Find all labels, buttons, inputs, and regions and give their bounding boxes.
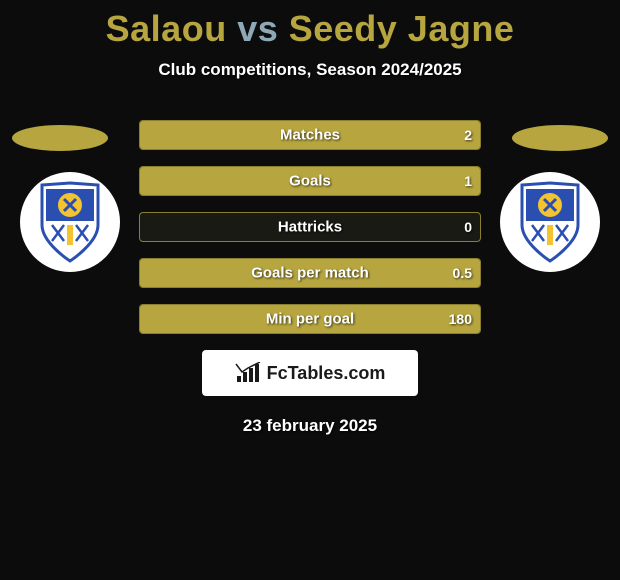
stats-container: Matches 2 Goals 1 Hattricks 0 Goals per match 0… bbox=[0, 120, 620, 334]
stat-value-right: 2 bbox=[464, 127, 472, 143]
stat-value-right: 180 bbox=[449, 311, 472, 327]
stat-label: Matches bbox=[280, 127, 340, 144]
stat-row: Matches 2 bbox=[139, 120, 481, 150]
vs-text: vs bbox=[227, 8, 289, 49]
stat-row: Goals 1 bbox=[139, 166, 481, 196]
subtitle: Club competitions, Season 2024/2025 bbox=[0, 60, 620, 80]
stat-label: Min per goal bbox=[266, 311, 354, 328]
stat-value-right: 0 bbox=[464, 219, 472, 235]
stat-label: Goals per match bbox=[251, 265, 369, 282]
brand-text: FcTables.com bbox=[267, 363, 386, 384]
stat-row: Min per goal 180 bbox=[139, 304, 481, 334]
date-text: 23 february 2025 bbox=[0, 416, 620, 436]
player2-name: Seedy Jagne bbox=[289, 8, 515, 49]
player1-name: Salaou bbox=[106, 8, 227, 49]
stat-label: Hattricks bbox=[278, 219, 342, 236]
page-title: Salaou vs Seedy Jagne bbox=[0, 0, 620, 50]
stat-label: Goals bbox=[289, 173, 331, 190]
bar-chart-icon bbox=[235, 362, 261, 384]
stat-value-right: 0.5 bbox=[453, 265, 472, 281]
stat-row: Goals per match 0.5 bbox=[139, 258, 481, 288]
stat-row: Hattricks 0 bbox=[139, 212, 481, 242]
brand-box[interactable]: FcTables.com bbox=[202, 350, 418, 396]
stat-value-right: 1 bbox=[464, 173, 472, 189]
